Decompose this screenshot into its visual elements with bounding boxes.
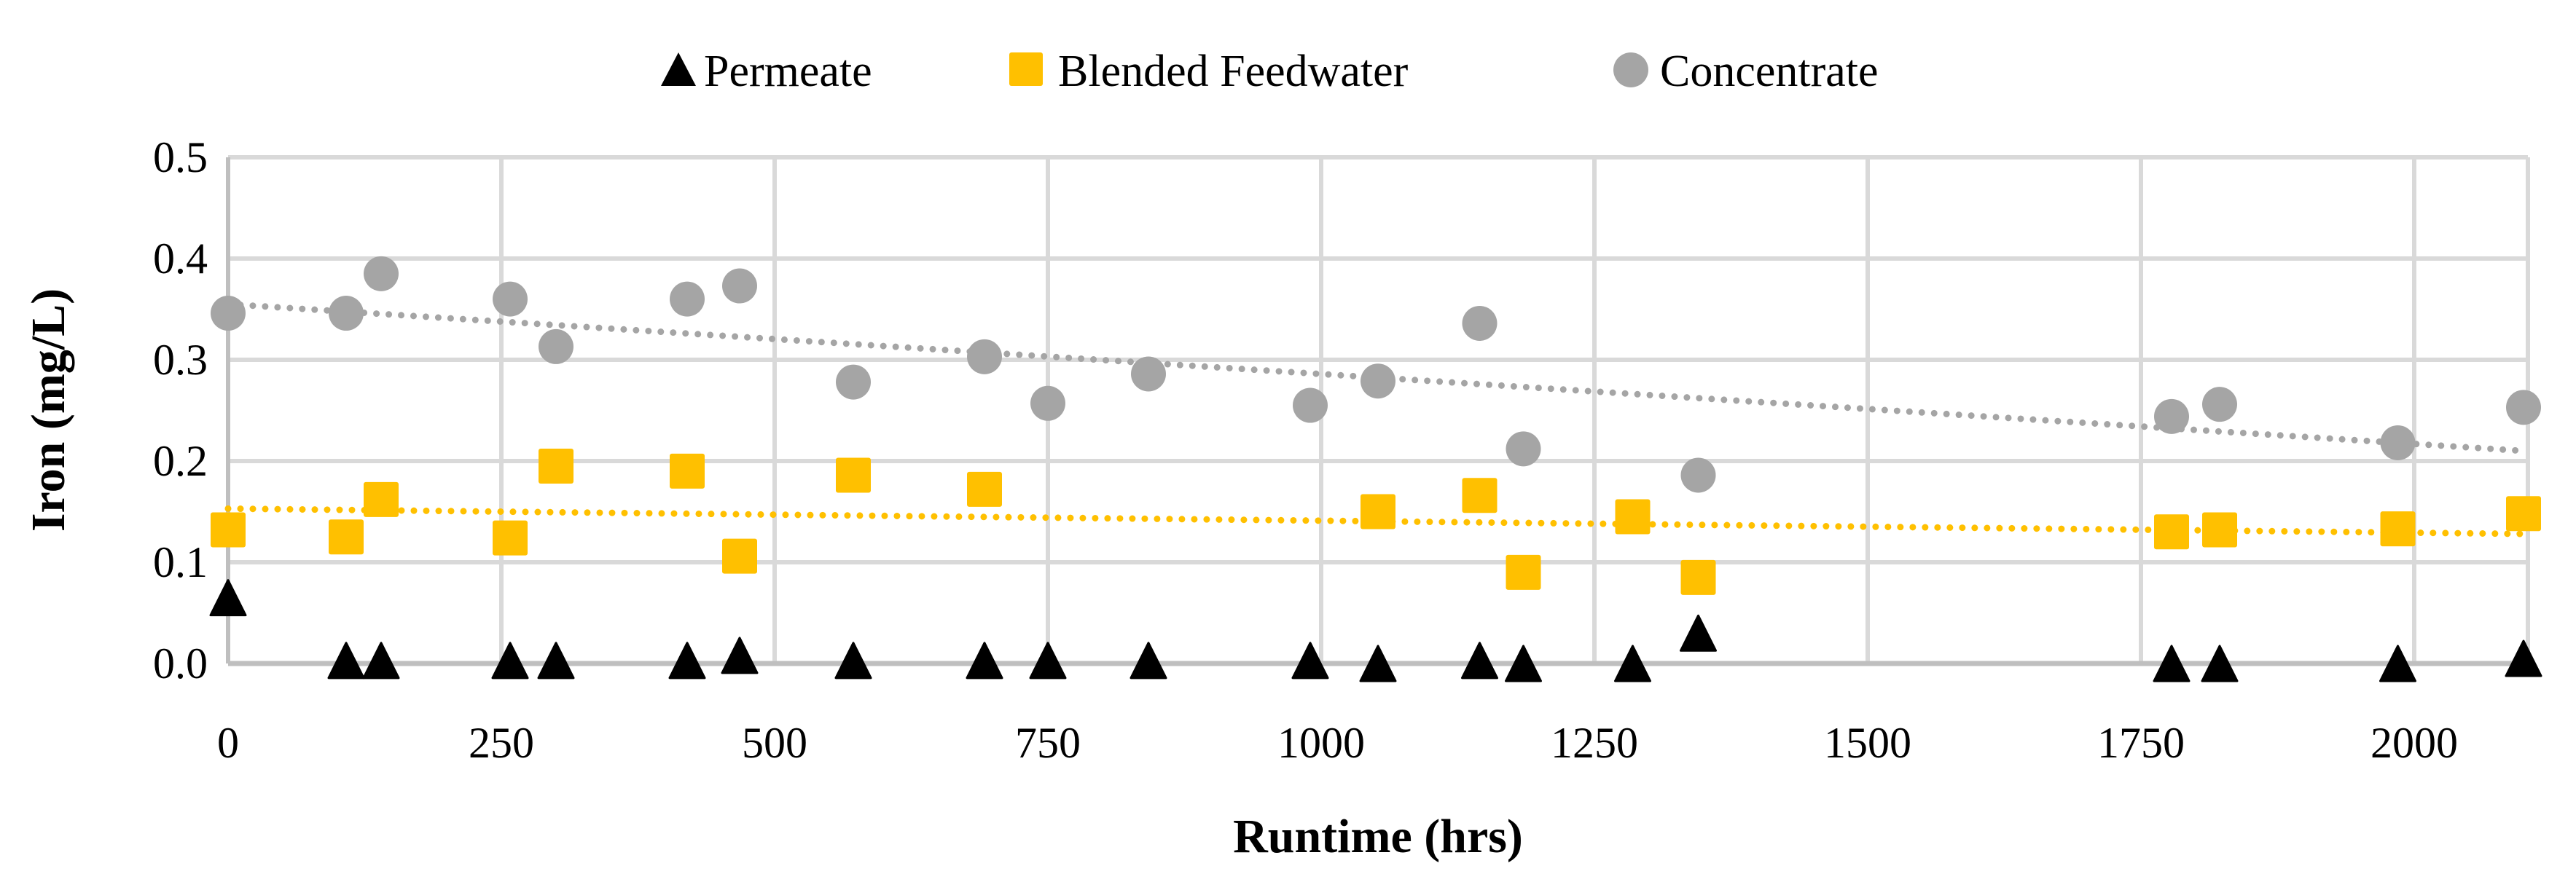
legend-label-concentrate: Concentrate: [1660, 47, 1879, 96]
blended-feedwater-point: [722, 538, 757, 574]
y-tick-label: 0.0: [153, 639, 208, 688]
legend-label-permeate: Permeate: [704, 47, 872, 96]
permeate-point: [1029, 642, 1067, 680]
permeate-point: [362, 642, 400, 680]
legend-concentrate-circle-icon: [1613, 52, 1648, 87]
concentrate-point: [493, 281, 528, 317]
concentrate-point: [539, 328, 573, 364]
permeate-point: [537, 642, 575, 680]
blended-feedwater-point: [2154, 514, 2189, 550]
concentrate-point: [211, 296, 246, 331]
concentrate-point: [722, 268, 757, 304]
legend-blended-square-icon: [1009, 52, 1043, 86]
y-tick-label: 0.2: [153, 437, 208, 485]
x-tick-label: 2000: [2371, 719, 2458, 767]
blended-feedwater-point: [2380, 511, 2416, 547]
y-tick-label: 0.4: [153, 235, 208, 283]
legend: Permeate Blended Feedwater Concentrate: [661, 47, 1879, 96]
permeate-point: [1291, 642, 1329, 680]
x-tick-label: 1000: [1277, 719, 1365, 767]
y-tick-label: 0.3: [153, 336, 208, 384]
permeate-point: [1680, 614, 1717, 652]
blended-feedwater-point: [2202, 512, 2237, 548]
permeate-point: [721, 637, 759, 674]
permeate-point: [966, 642, 1003, 680]
blended-feedwater-point: [1361, 494, 1395, 529]
permeate-point: [668, 642, 706, 680]
concentrate-point: [670, 281, 705, 317]
y-axis-title: Iron (mg/L): [22, 288, 75, 532]
concentrate-point: [329, 296, 364, 331]
blended-feedwater-point: [967, 471, 1002, 507]
permeate-point: [491, 642, 529, 680]
blended-feedwater-point: [1462, 478, 1498, 513]
concentrate-point: [2380, 425, 2416, 460]
concentrate-point: [2154, 398, 2189, 434]
blended-feedwater-point: [364, 481, 399, 517]
concentrate-point: [836, 364, 871, 400]
blended-feedwater-point: [670, 453, 705, 489]
concentrate-point: [1680, 457, 1716, 493]
concentrate-point: [1506, 431, 1541, 467]
tick-labels: 0.0 0.1 0.2 0.3 0.4 0.5 0 250 500 750 1000 1250 1500…: [153, 133, 2458, 767]
permeate-point: [1130, 642, 1167, 680]
x-tick-label: 1500: [1824, 719, 1911, 767]
concentrate-point: [1131, 356, 1166, 392]
concentrate-point: [1462, 305, 1498, 341]
concentrate-point: [1293, 387, 1328, 423]
permeate-point: [1359, 645, 1397, 682]
blended-feedwater-point: [539, 448, 573, 484]
blended-feedwater-point: [1615, 499, 1651, 535]
legend-permeate-triangle-icon: [661, 52, 696, 86]
x-tick-label: 250: [469, 719, 534, 767]
blended-feedwater-point: [1680, 559, 1716, 595]
blended-feedwater-point: [2506, 496, 2541, 532]
concentrate-point: [1361, 363, 1395, 399]
concentrate-point: [2202, 387, 2237, 422]
permeate-point: [1614, 645, 1651, 682]
legend-label-blended-feedwater: Blended Feedwater: [1058, 47, 1409, 96]
blended-feedwater-trendline: [224, 505, 2527, 537]
y-tick-label: 0.1: [153, 538, 208, 586]
permeate-point: [209, 579, 247, 617]
y-tick-label: 0.5: [153, 133, 208, 181]
x-tick-label: 0: [217, 719, 239, 767]
x-tick-label: 750: [1015, 719, 1081, 767]
x-tick-label: 1250: [1551, 719, 1638, 767]
permeate-point: [1461, 642, 1498, 680]
concentrate-point: [364, 256, 399, 291]
x-axis-title: Runtime (hrs): [1233, 810, 1523, 863]
permeate-point: [2153, 645, 2191, 682]
permeate-point: [2201, 645, 2239, 682]
x-tick-label: 1750: [2097, 719, 2185, 767]
concentrate-point: [2506, 390, 2541, 425]
permeate-point: [2505, 639, 2542, 677]
permeate-point: [327, 642, 365, 680]
blended-feedwater-point: [211, 512, 246, 548]
concentrate-point: [1030, 385, 1065, 421]
permeate-point: [2379, 645, 2416, 682]
concentrate-point: [967, 339, 1002, 374]
blended-feedwater-point: [1506, 554, 1541, 590]
blended-feedwater-point: [493, 520, 528, 556]
blended-feedwater-point: [836, 457, 871, 493]
blended-feedwater-point: [329, 519, 364, 555]
permeate-point: [834, 642, 872, 680]
permeate-point: [1505, 645, 1542, 682]
data-points: [209, 256, 2542, 682]
x-tick-label: 500: [742, 719, 807, 767]
